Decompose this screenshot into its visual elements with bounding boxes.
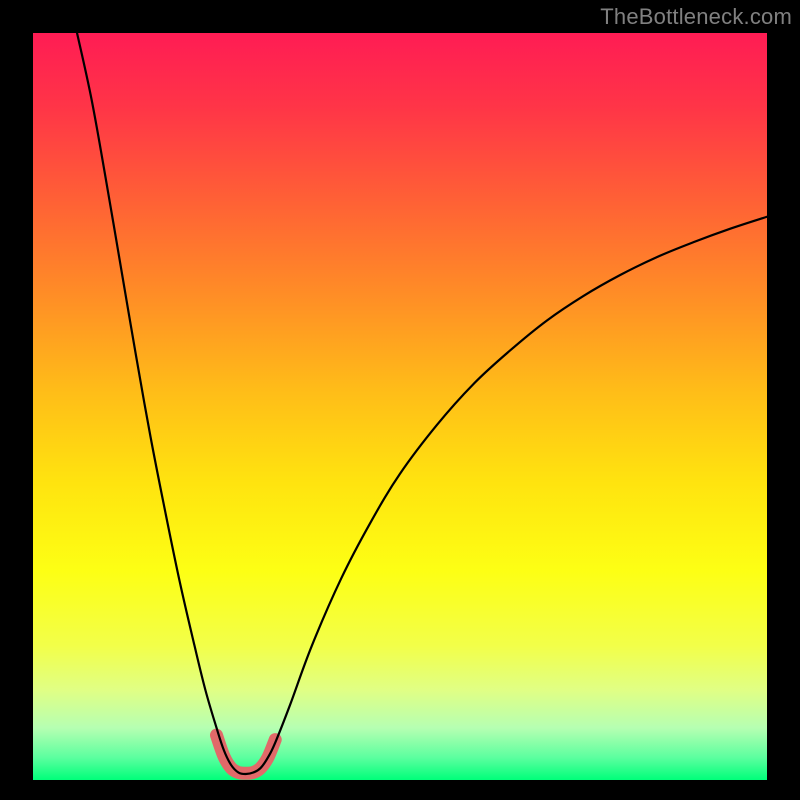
plot-area	[33, 33, 767, 780]
watermark-text: TheBottleneck.com	[600, 4, 792, 30]
chart-frame: TheBottleneck.com	[0, 0, 800, 800]
curve-layer	[33, 33, 767, 780]
bottleneck-curve	[77, 33, 767, 774]
